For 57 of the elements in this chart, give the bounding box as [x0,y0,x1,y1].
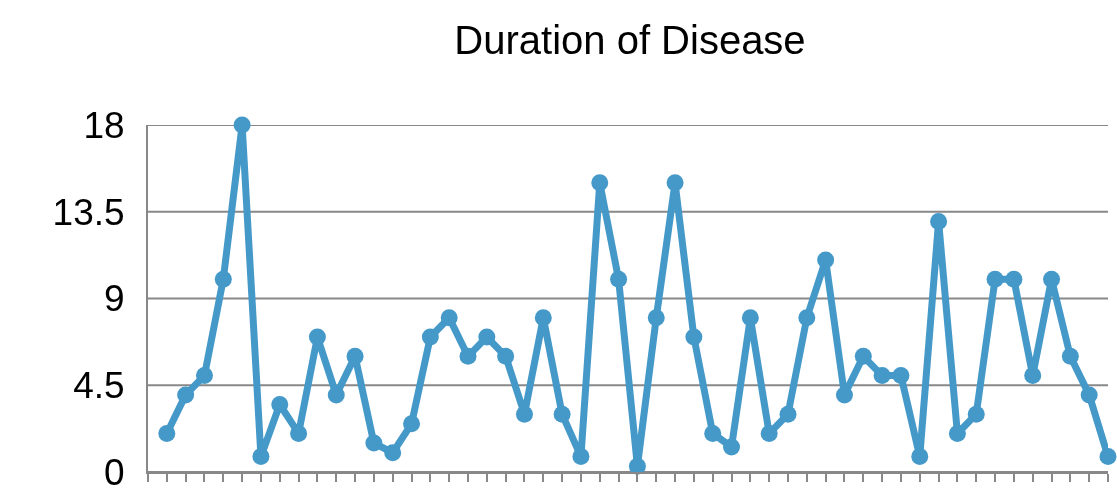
point [308,328,326,346]
point [421,328,439,346]
y-tick-label: 9 [104,278,125,320]
y-tick-label: 0 [104,451,125,493]
point [986,270,1004,288]
point [591,174,609,192]
point [741,309,759,327]
point [177,386,195,404]
point [704,424,722,442]
point [553,405,571,423]
point [723,438,741,456]
point [403,415,421,433]
point [252,448,270,466]
point [384,444,402,462]
point [1099,448,1117,466]
point [158,424,176,442]
point [478,328,496,346]
point [1080,386,1098,404]
point [1061,347,1079,365]
y-tick-label: 4.5 [73,365,125,407]
point [365,434,383,452]
point [967,405,985,423]
point [459,347,477,365]
point [911,448,929,466]
point [760,424,778,442]
point [1005,270,1023,288]
point [798,309,816,327]
point [327,386,345,404]
point [1024,367,1042,385]
point [930,212,948,230]
point [666,174,684,192]
y-tick-label: 18 [83,104,125,146]
point [346,347,364,365]
point [214,270,232,288]
point [1043,270,1061,288]
point [873,367,891,385]
y-tick-label: 13.5 [52,191,125,233]
point [817,251,835,269]
point [892,367,910,385]
point [497,347,515,365]
point [515,405,533,423]
point [195,367,213,385]
point [948,424,966,442]
point [835,386,853,404]
point [534,309,552,327]
chart-title: Duration of Disease [454,18,806,63]
point [628,457,646,475]
point [233,116,251,134]
point [440,309,458,327]
point [647,309,665,327]
point [685,328,703,346]
point [572,448,590,466]
point [610,270,628,288]
point [271,396,289,414]
point [779,405,797,423]
point [854,347,872,365]
point [290,424,308,442]
